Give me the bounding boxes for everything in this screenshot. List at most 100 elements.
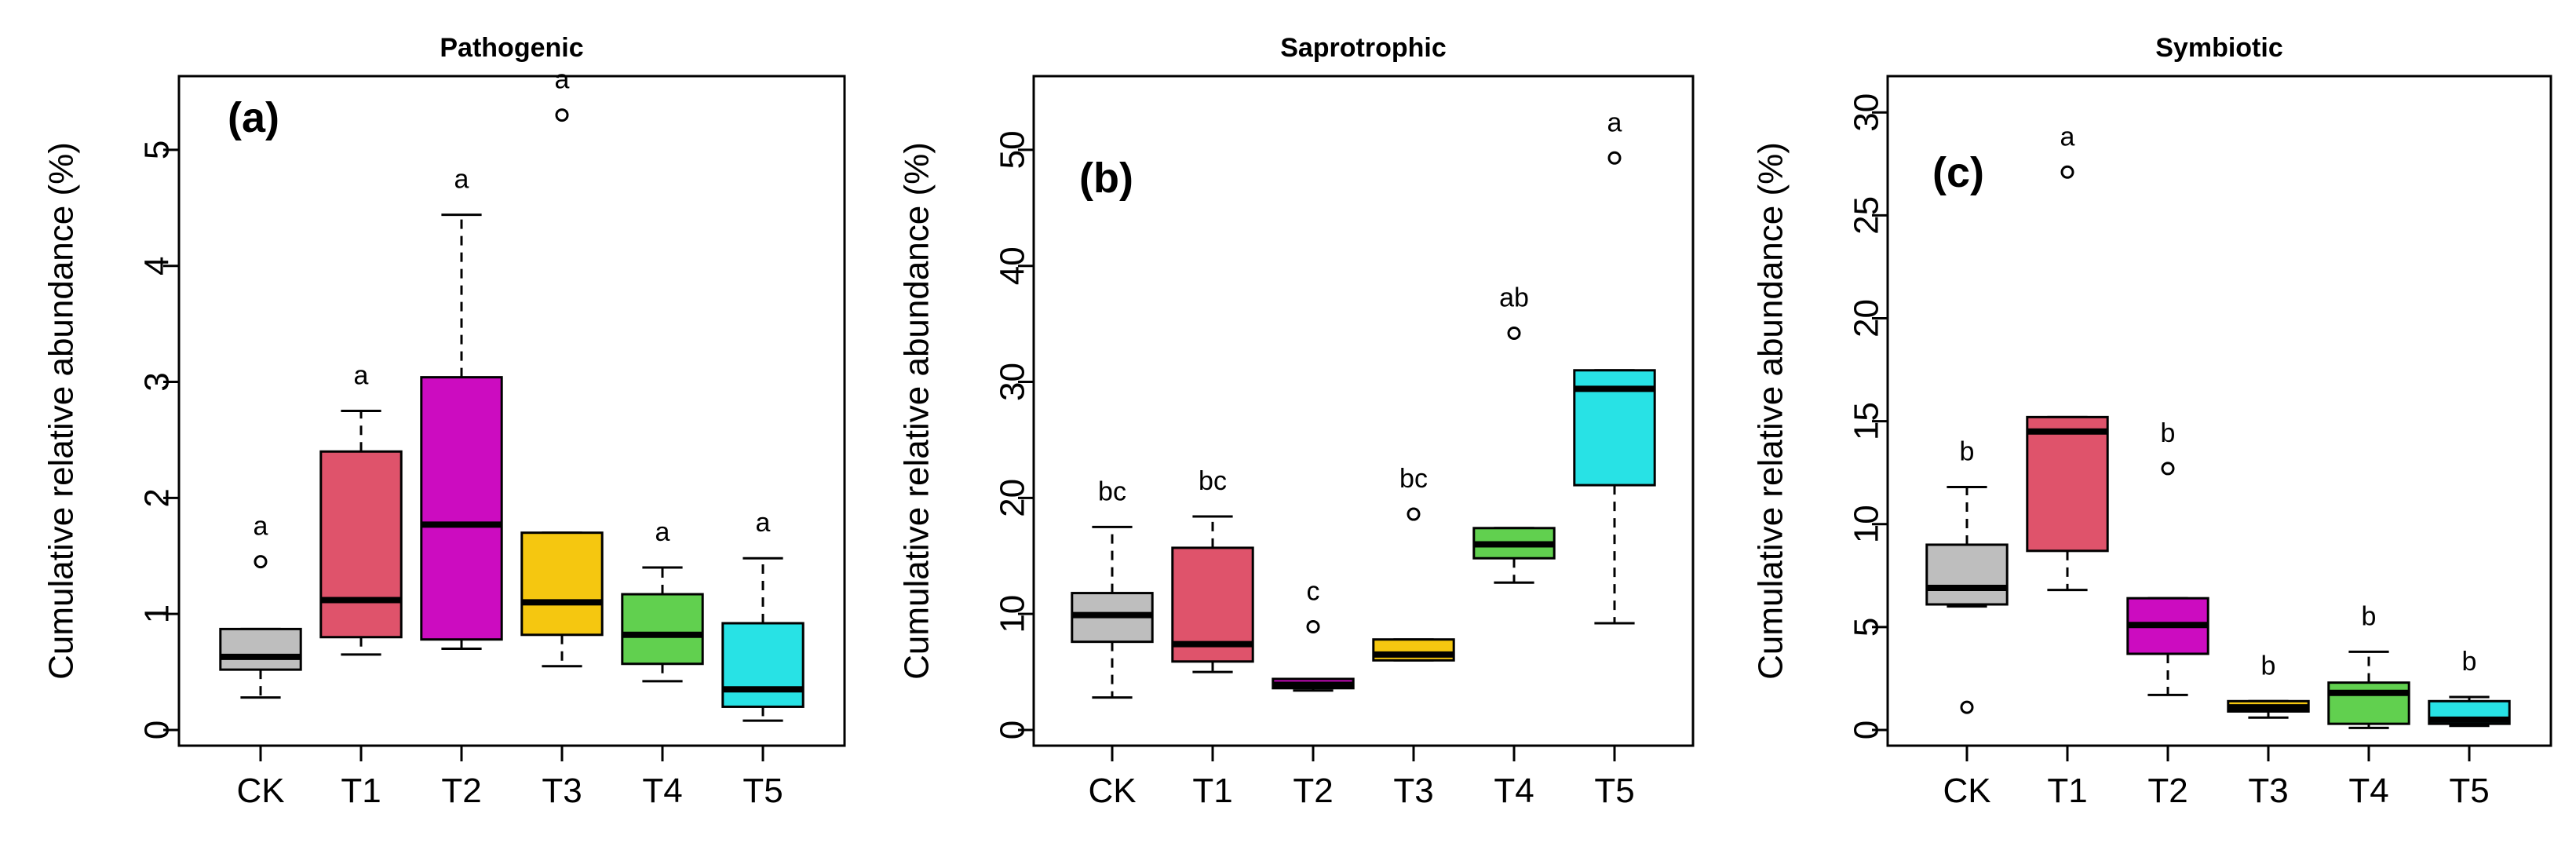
x-tick-label: T1 [341,772,381,810]
significance-letter: a [1607,108,1622,137]
significance-letter: b [2261,651,2276,681]
chart-title: Pathogenic [440,33,583,63]
y-tick-label: 10 [1848,505,1886,543]
box-t5: a [721,508,805,722]
y-tick-label: 20 [1848,299,1886,338]
outlier-point [2060,165,2074,179]
y-tick-label: 10 [994,595,1032,633]
box-t4: a [621,517,704,683]
y-tick-label: 25 [1848,196,1886,235]
x-tick-label: T4 [1494,772,1534,810]
box-t3: b [2227,651,2310,719]
y-tick-label: 30 [1848,93,1886,132]
x-tick-label: T3 [2248,772,2288,810]
box-t3: a [520,65,604,668]
y-axis-title: Cumulative relative abundance (%) [1752,142,1790,680]
significance-letter: a [354,361,369,391]
y-tick-label: 1 [138,604,177,623]
outlier-point [1306,619,1320,633]
chart-title: Symbiotic [2155,33,2282,63]
box-t5: b [2428,647,2511,728]
box-iqr [721,622,805,708]
y-tick-label: 0 [994,721,1032,739]
significance-letter: bc [1098,476,1126,506]
box-t2: c [1272,576,1355,692]
panel-symbiotic: Symbiotic 0 5 10 15 20 25 30 Cumulative relative… [1752,33,2552,810]
outlier-point [1507,326,1521,340]
significance-letter: b [2362,601,2377,631]
x-tick-label: T5 [1594,772,1634,810]
box-iqr [2026,415,2109,553]
box-t1: a [319,361,403,656]
box-ck: a [219,512,302,699]
box-t1: bc [1171,466,1254,673]
x-tick-label: T1 [2047,772,2087,810]
box-iqr [520,531,604,637]
x-tick-label: CK [236,772,284,810]
box-ck: bc [1071,476,1154,699]
x-tick-label: T4 [642,772,682,810]
y-tick-label: 0 [138,721,177,739]
outlier-point [1607,151,1622,165]
panel-label: (b) [1079,155,1133,202]
panel-label: (c) [1932,149,1984,196]
significance-letter: ab [1499,283,1529,312]
significance-letter: bc [1399,464,1428,494]
panel-pathogenic: Pathogenic 0 1 2 3 4 5 Cumulative relative abun… [42,33,846,810]
significance-letter: a [555,65,570,95]
box-iqr [2327,681,2410,725]
x-tick-label: T5 [743,772,783,810]
y-axis-title: Cumulative relative abundance (%) [898,142,936,680]
outlier-point [1407,507,1421,521]
y-tick-label: 5 [1848,618,1886,637]
box-t5: a [1573,108,1656,625]
significance-letter: a [254,512,268,542]
significance-letter: b [1960,437,1975,467]
x-tick-label: CK [1943,772,1990,810]
box-iqr [621,593,704,666]
x-tick-label: T5 [2449,772,2489,810]
chart-title: Saprotrophic [1280,33,1447,63]
box-t3: bc [1372,464,1455,662]
box-iqr [219,627,302,671]
outlier-point [1960,700,1974,714]
x-tick-label: T4 [2348,772,2388,810]
y-axis-title: Cumulative relative abundance (%) [42,142,81,680]
x-tick-label: T2 [441,772,481,810]
outlier-point [555,108,569,122]
plot-frame [1886,75,2552,747]
x-tick-label: T2 [1293,772,1333,810]
y-tick-label: 4 [138,256,177,275]
x-tick-label: T3 [1393,772,1433,810]
outlier-point [2161,462,2175,476]
significance-letter: a [756,508,771,538]
significance-letter: c [1307,576,1320,606]
x-tick-label: CK [1088,772,1136,810]
y-tick-label: 3 [138,372,177,391]
y-tick-label: 20 [994,479,1032,517]
y-tick-label: 30 [994,363,1032,401]
significance-letter: b [2462,647,2477,677]
box-t2: b [2126,418,2209,696]
box-iqr [420,376,503,641]
significance-letter: a [655,517,670,547]
box-iqr [1925,543,2009,606]
x-tick-label: T2 [2147,772,2187,810]
significance-letter: a [454,165,469,195]
box-ck: b [1925,437,2009,714]
box-t2: a [420,165,503,651]
y-tick-label: 40 [994,246,1032,285]
box-t4: ab [1472,283,1556,584]
box-iqr [319,450,403,639]
panel-saprotrophic: Saprotrophic 0 10 20 30 40 50 Cumulative relati… [898,33,1695,810]
x-tick-label: T3 [542,772,582,810]
y-tick-label: 5 [138,140,177,159]
outlier-point [254,555,268,569]
significance-letter: b [2161,418,2176,448]
y-tick-label: 50 [994,130,1032,169]
y-tick-label: 0 [1848,721,1886,739]
x-tick-label: T1 [1192,772,1232,810]
significance-letter: a [2060,122,2075,151]
panel-label: (a) [228,94,279,141]
